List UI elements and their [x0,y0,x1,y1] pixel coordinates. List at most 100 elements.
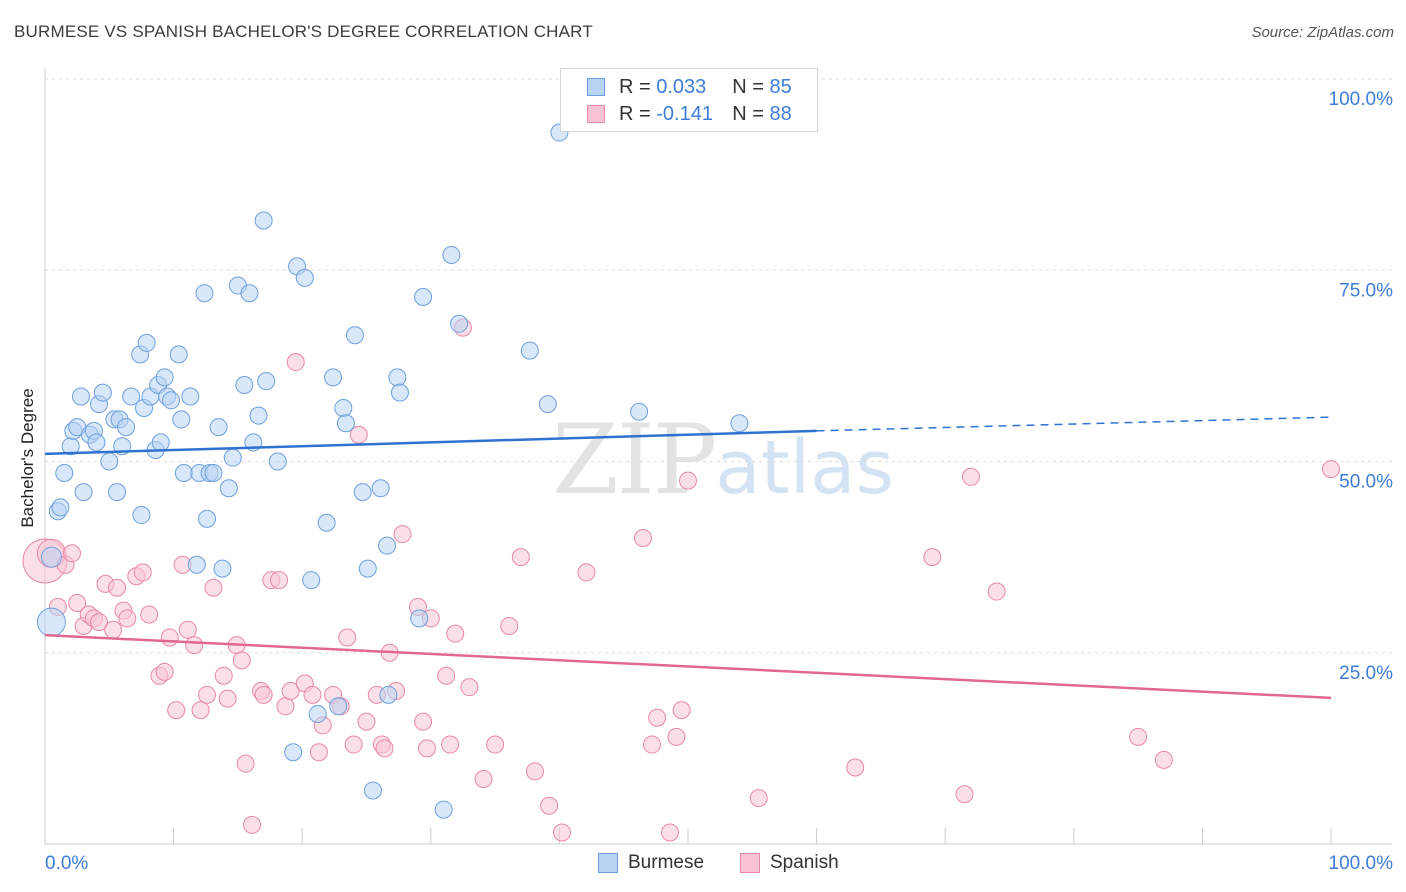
burmese-point [329,697,348,716]
burmese-point [219,479,238,498]
spanish-point [511,548,530,567]
burmese-point [302,571,321,590]
y-tick-label: 25.0% [1339,663,1393,684]
spanish-point [90,613,109,632]
spanish-point [198,685,217,704]
watermark-atlas: atlas [715,425,895,511]
burmese-point [174,463,193,482]
spanish-point [357,712,376,731]
legend-row-spanish: R = -0.141 N = 88 [587,102,792,126]
spanish-point [338,628,357,647]
spanish-point [987,582,1006,601]
spanish-point [393,525,412,544]
burmese-point [74,483,93,502]
spanish-point [961,467,980,486]
burmese-point [442,245,461,264]
spanish-point [672,701,691,720]
n-label: N = [732,75,764,98]
spanish-point [749,789,768,808]
y-tick-label: 75.0% [1339,280,1393,301]
spanish-point [474,769,493,788]
spanish-legend-swatch [740,853,760,873]
y-tick-label: 50.0% [1339,472,1393,493]
burmese-point [155,368,174,387]
spanish-point [923,548,942,567]
y-axis-label: Bachelor's Degree [18,388,37,528]
burmese-point [317,513,336,532]
burmese-point [378,536,397,555]
burmese-legend-swatch [598,853,618,873]
spanish-point [232,651,251,670]
burmese-point [162,391,181,410]
spanish-point [118,609,137,628]
spanish-point [1129,727,1148,746]
spanish-point [254,685,273,704]
spanish-point [648,708,667,727]
burmese-point [87,433,106,452]
burmese-point [249,406,268,425]
stats-legend: R = 0.033 N = 85 R = -0.141 N = 88 [560,68,818,132]
spanish-point [218,689,237,708]
spanish-point [68,594,87,613]
spanish-n-value: 88 [769,102,792,125]
burmese-point [117,418,136,437]
spanish-point [281,682,300,700]
burmese-point [363,781,382,800]
burmese-point [151,433,170,452]
spanish-point [1322,460,1340,479]
spanish-trend-line [44,633,1332,700]
spanish-point [486,735,505,754]
spanish-point [460,678,479,697]
spanish-point [414,712,433,731]
spanish-point [140,605,159,624]
spanish-point [540,796,559,815]
burmese-point [268,452,287,471]
burmese-point [324,368,343,387]
burmese-trend-line [44,429,817,456]
spanish-point [525,762,544,781]
spanish-point [303,685,322,704]
spanish-legend-label: Spanish [770,852,839,873]
burmese-r-value: 0.033 [656,75,707,98]
r-label: R = [619,75,651,98]
spanish-point [642,735,661,754]
burmese-n-value: 85 [769,75,792,98]
spanish-point [679,471,697,490]
spanish-point [846,758,865,777]
burmese-point [172,410,191,429]
spanish-point [270,571,289,590]
spanish-r-value: -0.141 [656,102,713,125]
burmese-point [257,372,276,391]
burmese-point [137,333,156,352]
y-tick-label: 100.0% [1329,89,1394,110]
burmese-point [379,685,398,704]
burmese-point [450,314,469,333]
burmese-point [40,546,62,568]
burmese-trend-extension [816,416,1332,432]
spanish-point [214,666,233,685]
spanish-point [633,529,652,547]
burmese-point [538,395,557,414]
burmese-point [93,383,112,402]
burmese-point [198,509,217,528]
burmese-point [334,398,353,417]
burmese-point [630,402,649,421]
bottom-legend-spanish: Spanish [740,852,839,874]
chart-title: BURMESE VS SPANISH BACHELOR'S DEGREE COR… [14,22,593,41]
burmese-point [295,268,314,287]
burmese-point [51,498,70,517]
spanish-point [191,701,210,720]
spanish-point [178,620,197,639]
spanish-point [185,636,204,655]
burmese-point [181,387,200,406]
spanish-point [276,697,295,716]
burmese-point [169,345,188,364]
spanish-point [500,616,519,635]
spanish-point [441,735,460,754]
burmese-point [187,555,206,574]
spanish-point [63,544,82,563]
spanish-point [417,739,436,758]
spanish-point [160,628,179,647]
r-label: R = [619,102,651,125]
